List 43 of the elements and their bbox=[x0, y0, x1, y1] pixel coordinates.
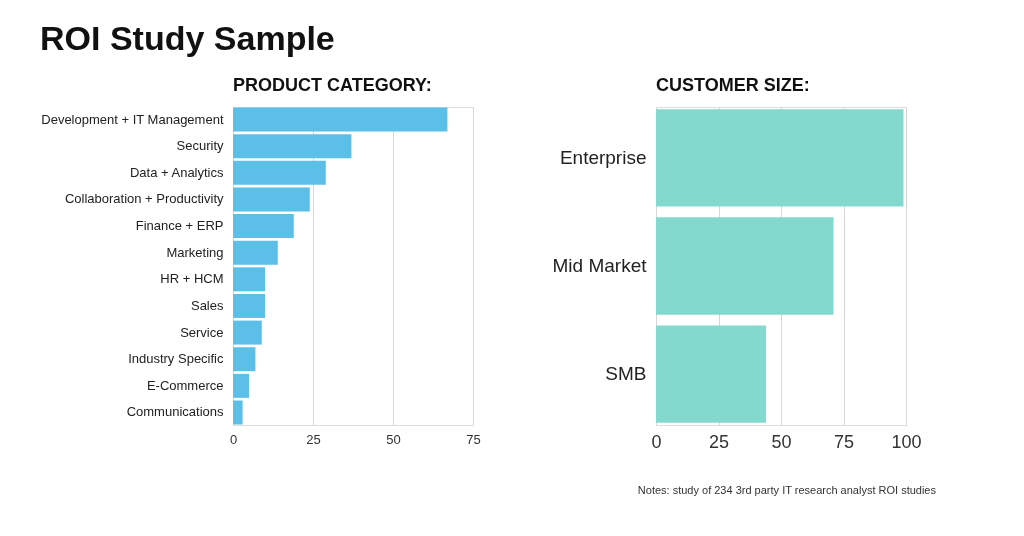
y-tick-label: Mid Market bbox=[552, 255, 648, 276]
bar bbox=[656, 217, 834, 315]
y-tick-label: Enterprise bbox=[559, 146, 647, 168]
bar bbox=[233, 293, 265, 318]
x-tick-label: 0 bbox=[651, 431, 662, 452]
x-tick-label: 75 bbox=[833, 431, 855, 452]
bar bbox=[656, 325, 766, 423]
text: Notes: study of 234 3rd party IT research analyst ROI studies bbox=[637, 484, 937, 496]
bar bbox=[233, 347, 256, 372]
bar bbox=[233, 160, 326, 185]
bar bbox=[233, 240, 278, 265]
y-tick-label: Communications bbox=[126, 404, 224, 420]
bar bbox=[233, 267, 265, 292]
bar bbox=[233, 107, 448, 132]
y-tick-label: Sales bbox=[190, 297, 224, 313]
y-tick-label: Collaboration + Productivity bbox=[64, 191, 224, 207]
y-tick-label: Security bbox=[176, 138, 224, 154]
bar bbox=[656, 109, 904, 207]
chart-title: ROI Study Sample bbox=[40, 18, 335, 57]
x-tick-label: 50 bbox=[386, 431, 401, 447]
y-tick-label: Data + Analytics bbox=[129, 164, 224, 180]
x-tick-label: 50 bbox=[771, 431, 792, 452]
x-tick-label: 25 bbox=[306, 431, 321, 447]
x-tick-label: 25 bbox=[708, 431, 730, 452]
y-tick-label: Development + IT Management bbox=[41, 111, 224, 127]
y-tick-label: HR + HCM bbox=[160, 271, 224, 287]
x-tick-label: 100 bbox=[891, 431, 922, 452]
y-tick-label: SMB bbox=[605, 363, 647, 385]
bar bbox=[233, 187, 310, 212]
y-tick-label: Finance + ERP bbox=[135, 218, 224, 234]
bar bbox=[233, 320, 262, 345]
chart-title: CUSTOMER SIZE: bbox=[656, 75, 810, 95]
bar bbox=[233, 134, 352, 159]
chart-subtitle: PRODUCT CATEGORY: bbox=[233, 75, 432, 95]
y-tick-label: Industry Specific bbox=[128, 351, 224, 367]
x-tick-label: 0 bbox=[229, 431, 238, 447]
bar bbox=[233, 373, 249, 398]
bar bbox=[233, 400, 243, 425]
x-tick-label: 75 bbox=[466, 431, 481, 447]
y-tick-label: Service bbox=[180, 324, 224, 340]
bar bbox=[233, 214, 294, 239]
y-tick-label: E-Commerce bbox=[146, 377, 224, 393]
y-tick-label: Marketing bbox=[166, 244, 224, 260]
